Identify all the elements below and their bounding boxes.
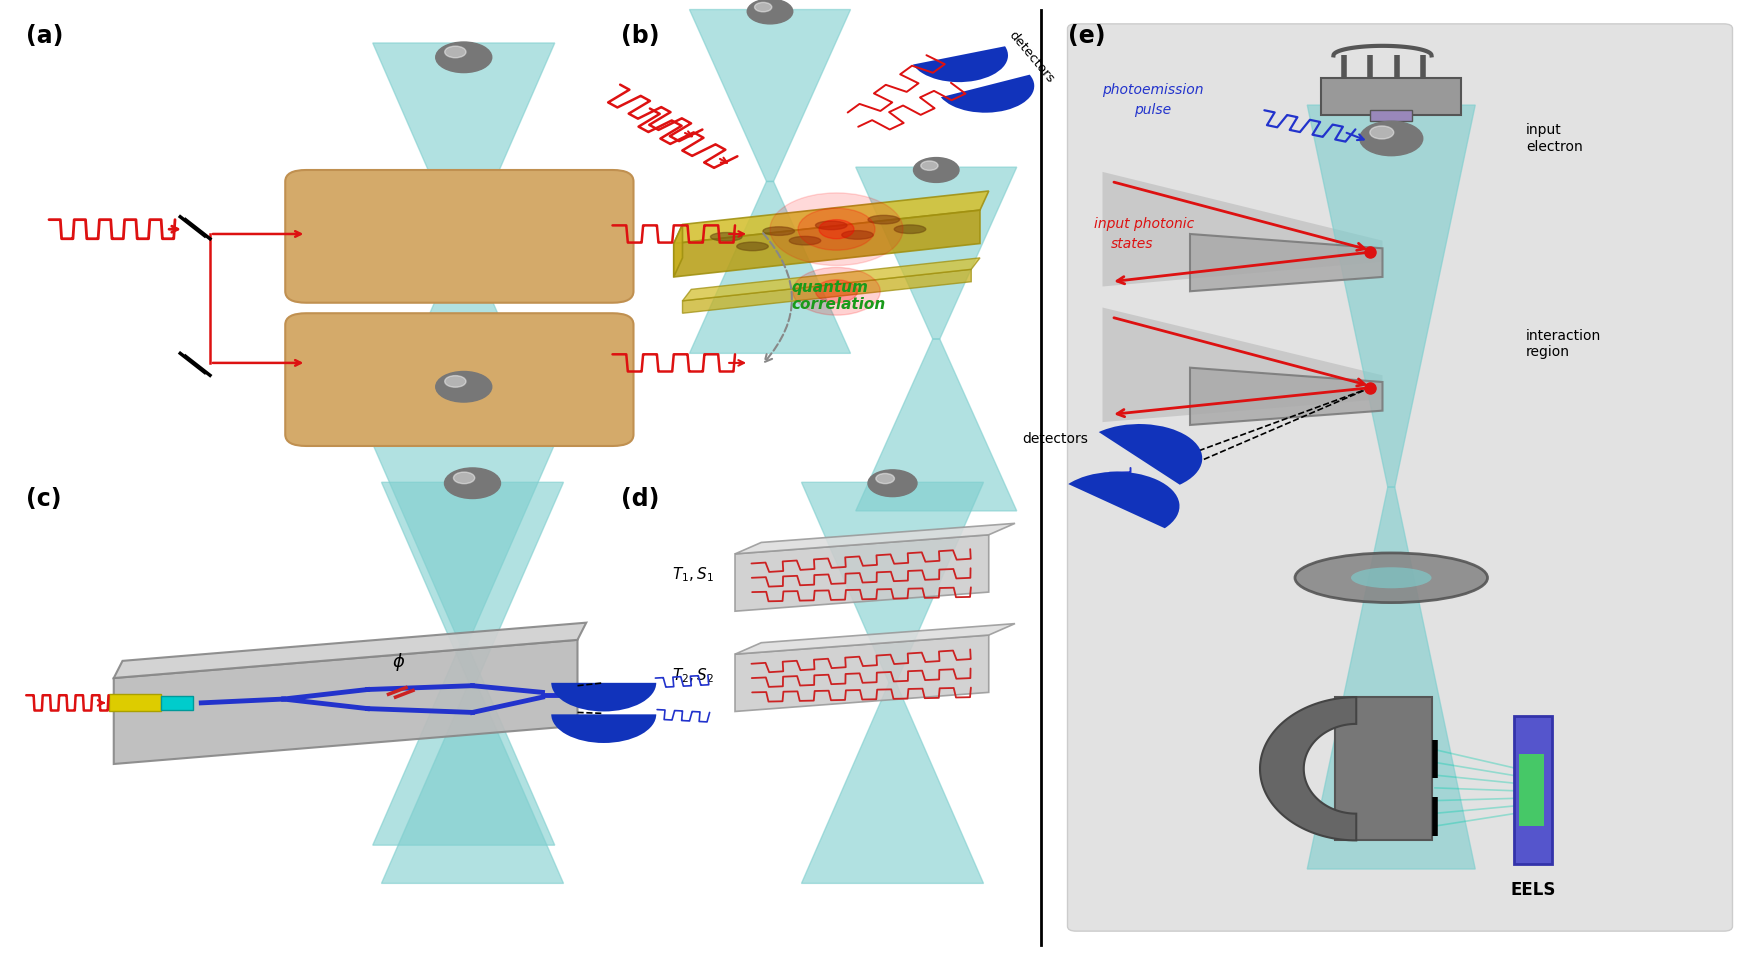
- Text: (a): (a): [26, 24, 63, 48]
- Polygon shape: [114, 640, 578, 764]
- FancyBboxPatch shape: [285, 170, 634, 303]
- Text: $T_2,S_2$: $T_2,S_2$: [672, 666, 714, 685]
- Circle shape: [770, 193, 903, 265]
- Text: input
electron: input electron: [1526, 123, 1582, 154]
- Polygon shape: [802, 482, 984, 683]
- Polygon shape: [1307, 105, 1475, 487]
- Ellipse shape: [789, 237, 821, 245]
- FancyBboxPatch shape: [1370, 110, 1412, 121]
- Polygon shape: [1190, 234, 1382, 291]
- Wedge shape: [914, 46, 1008, 82]
- Ellipse shape: [737, 242, 768, 250]
- Circle shape: [798, 208, 875, 250]
- Text: states: states: [1111, 237, 1153, 250]
- FancyBboxPatch shape: [108, 694, 161, 711]
- Text: pulse: pulse: [1134, 102, 1171, 117]
- Ellipse shape: [868, 215, 900, 223]
- Circle shape: [436, 371, 492, 402]
- Circle shape: [436, 42, 492, 73]
- Circle shape: [920, 161, 938, 170]
- Circle shape: [453, 472, 474, 483]
- Wedge shape: [551, 683, 656, 711]
- Ellipse shape: [710, 232, 742, 242]
- FancyBboxPatch shape: [1068, 24, 1732, 931]
- Polygon shape: [690, 10, 850, 181]
- Ellipse shape: [842, 231, 873, 240]
- Text: (c): (c): [26, 487, 61, 511]
- FancyBboxPatch shape: [1514, 716, 1552, 864]
- FancyBboxPatch shape: [1321, 78, 1461, 115]
- Polygon shape: [373, 444, 555, 645]
- Polygon shape: [682, 269, 971, 313]
- Polygon shape: [674, 191, 989, 244]
- Circle shape: [875, 474, 894, 483]
- Polygon shape: [674, 224, 682, 277]
- Text: detectors: detectors: [1022, 433, 1088, 446]
- Text: interaction
region: interaction region: [1526, 329, 1601, 359]
- Circle shape: [819, 220, 854, 239]
- Polygon shape: [856, 339, 1017, 511]
- Ellipse shape: [1351, 567, 1431, 588]
- Polygon shape: [690, 181, 850, 353]
- Polygon shape: [1102, 172, 1382, 286]
- Polygon shape: [1260, 697, 1356, 840]
- Wedge shape: [551, 714, 656, 743]
- Ellipse shape: [763, 226, 794, 235]
- Polygon shape: [1102, 308, 1382, 422]
- Polygon shape: [373, 244, 555, 444]
- FancyArrowPatch shape: [763, 233, 793, 362]
- Wedge shape: [1099, 424, 1202, 485]
- Polygon shape: [373, 645, 555, 845]
- Circle shape: [816, 280, 858, 303]
- Polygon shape: [735, 635, 989, 711]
- Text: photoemission: photoemission: [1102, 83, 1204, 97]
- FancyBboxPatch shape: [1519, 754, 1544, 826]
- Polygon shape: [382, 482, 564, 683]
- Polygon shape: [373, 43, 555, 244]
- Text: EELS: EELS: [1510, 881, 1556, 899]
- Circle shape: [1370, 126, 1393, 139]
- Text: input photonic: input photonic: [1094, 218, 1194, 231]
- Text: $\phi$: $\phi$: [392, 651, 406, 673]
- Ellipse shape: [1295, 553, 1488, 603]
- Polygon shape: [802, 683, 984, 883]
- Circle shape: [868, 470, 917, 497]
- Text: (b): (b): [621, 24, 660, 48]
- Ellipse shape: [894, 225, 926, 234]
- Circle shape: [793, 267, 880, 315]
- Polygon shape: [682, 258, 980, 301]
- Polygon shape: [1307, 487, 1475, 869]
- Wedge shape: [942, 74, 1034, 113]
- Text: (d): (d): [621, 487, 660, 511]
- Text: quantum
correlation: quantum correlation: [791, 280, 886, 312]
- Circle shape: [747, 0, 793, 24]
- Circle shape: [754, 3, 772, 11]
- Circle shape: [444, 375, 466, 387]
- Circle shape: [1360, 121, 1423, 156]
- Circle shape: [914, 158, 959, 182]
- Ellipse shape: [816, 221, 847, 229]
- Polygon shape: [674, 210, 980, 277]
- Polygon shape: [735, 523, 1015, 554]
- Polygon shape: [735, 535, 989, 611]
- FancyBboxPatch shape: [1335, 697, 1432, 840]
- Polygon shape: [735, 624, 1015, 654]
- Circle shape: [444, 468, 500, 499]
- Text: detectors: detectors: [1006, 29, 1057, 86]
- Text: (e): (e): [1068, 24, 1104, 48]
- Wedge shape: [1068, 472, 1180, 528]
- FancyBboxPatch shape: [161, 696, 192, 710]
- Polygon shape: [382, 683, 564, 883]
- FancyBboxPatch shape: [285, 313, 634, 446]
- Circle shape: [444, 46, 466, 57]
- Polygon shape: [1190, 368, 1382, 425]
- Text: $T_1,S_1$: $T_1,S_1$: [672, 565, 714, 584]
- Polygon shape: [856, 167, 1017, 339]
- Polygon shape: [114, 623, 586, 678]
